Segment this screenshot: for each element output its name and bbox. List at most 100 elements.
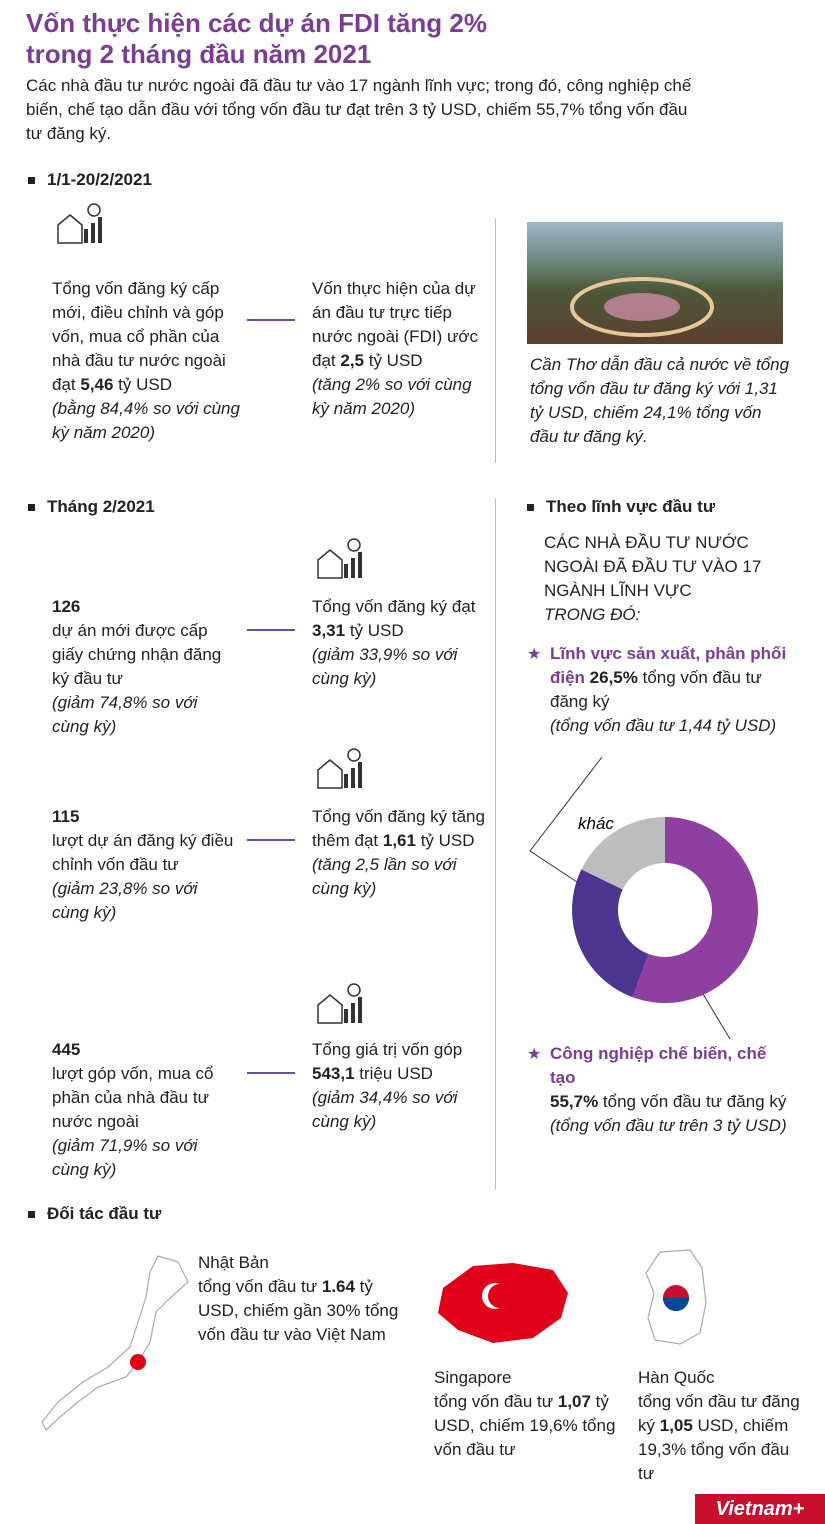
text-run: tỷ USD	[345, 621, 404, 640]
donut-chart: khác	[529, 756, 758, 1040]
text-block: tổng vốn đầu tư 1.64 tỷ USD, chiếm gần 3…	[198, 1275, 408, 1347]
text-run: (tổng vốn đầu tư 1,44 tỷ USD)	[550, 716, 777, 735]
caption: Cần Thơ dẫn đầu cả nước về tổng tổng vốn…	[530, 353, 790, 449]
divider	[495, 498, 496, 1190]
text-run: TRONG ĐÓ:	[544, 605, 641, 624]
paragraph: (giảm 34,4% so với cùng kỳ)	[312, 1086, 497, 1134]
connector	[247, 839, 295, 841]
slice-label: khác	[578, 814, 614, 833]
paragraph: lượt dự án đăng ký điều chỉnh vốn đầu tư	[52, 829, 237, 877]
text-run: 5,46	[80, 375, 114, 394]
paragraph: Cần Thơ dẫn đầu cả nước về tổng tổng vốn…	[530, 353, 790, 449]
leader-line	[699, 988, 731, 1040]
divider	[495, 218, 496, 463]
text-run: tổng vốn đầu tư đăng ký	[550, 668, 762, 711]
money-icon	[317, 748, 362, 789]
text-run: 1,07	[557, 1392, 591, 1411]
connector	[247, 319, 295, 321]
text-run: lượt góp vốn, mua cổ phần của nhà đầu tư…	[52, 1064, 214, 1131]
text-run: (tăng 2% so với cùng kỳ năm 2020)	[312, 375, 472, 418]
text-run: tỷ USD, chiếm gần 30% tổng vốn đầu tư và…	[198, 1277, 399, 1344]
text-run: Vốn thực hiện của dự án đầu tư trực tiếp…	[312, 279, 478, 370]
paragraph: dự án mới được cấp giấy chứng nhận đăng …	[52, 619, 237, 691]
text-run: tỷ USD	[415, 831, 475, 850]
paragraph: 126	[52, 595, 237, 619]
text-block: Tổng vốn đăng ký tăng thêm đạt 1,61 tỷ U…	[312, 805, 497, 901]
paragraph: (giảm 71,9% so với cùng kỳ)	[52, 1134, 237, 1182]
text-run: (tổng vốn đầu tư trên 3 tỷ USD)	[550, 1116, 787, 1135]
text-run: 55,7%	[550, 1092, 599, 1111]
intro: Các nhà đầu tư nước ngoài đã đầu tư vào …	[26, 76, 692, 143]
text-run: Tổng giá trị vốn góp	[312, 1040, 463, 1059]
text-run: (giảm 33,9% so với cùng kỳ)	[312, 645, 458, 688]
paragraph: (tăng 2,5 lần so với cùng kỳ)	[312, 853, 497, 901]
text-run: Lĩnh vực sản xuất, phân phối điện	[550, 644, 787, 687]
text-block: Tổng vốn đăng ký đạt 3,31 tỷ USD (giảm 33…	[312, 595, 497, 691]
text-run: 543,1	[312, 1064, 355, 1083]
text-block: Công nghiệp chế biến, chế tạo 55,7% tổng …	[550, 1042, 795, 1138]
text-block: 445 lượt góp vốn, mua cổ phần của nhà đầu…	[52, 1038, 237, 1182]
text-run: USD, chiếm 19,3% tổng vốn đầu tư	[638, 1416, 790, 1483]
text-run: tỷ USD, chiếm 19,6% tổng vốn đầu tư	[434, 1392, 616, 1459]
text-run: tổng vốn đầu tư đăng ký	[598, 1092, 787, 1111]
paragraph: tổng vốn đầu tư 1.64 tỷ USD, chiếm gần 3…	[198, 1275, 408, 1347]
photo	[527, 222, 783, 344]
text-block: 115 lượt dự án đăng ký điều chỉnh vốn đầu…	[52, 805, 237, 925]
korea-map	[645, 1249, 707, 1345]
section-heading: Tháng 2/2021	[28, 497, 155, 517]
text-run: 126	[52, 597, 81, 616]
text-block: 126 dự án mới được cấp giấy chứng nhận đă…	[52, 595, 237, 739]
text-run: Cần Thơ dẫn đầu cả nước về tổng tổng vốn…	[530, 355, 790, 446]
connector	[247, 1072, 295, 1074]
paragraph: Công nghiệp chế biến, chế tạo	[550, 1042, 795, 1090]
text-block: Vốn thực hiện của dự án đầu tư trực tiếp…	[312, 277, 492, 421]
paragraph: Vốn thực hiện của dự án đầu tư trực tiếp…	[312, 277, 492, 373]
title-line: trong 2 tháng đầu năm 2021	[26, 39, 372, 69]
text-run: (giảm 34,4% so với cùng kỳ)	[312, 1088, 458, 1131]
text-block: Tổng giá trị vốn góp 543,1 triệu USD (giả…	[312, 1038, 497, 1134]
partner: Nhật Bản tổng vốn đầu tư 1.64 tỷ USD, ch…	[198, 1251, 408, 1347]
paragraph: Tổng giá trị vốn góp 543,1 triệu USD	[312, 1038, 497, 1086]
partner: Singapore tổng vốn đầu tư 1,07 tỷ USD, c…	[434, 1366, 624, 1462]
star: ★	[527, 646, 542, 663]
text-run: (giảm 74,8% so với cùng kỳ)	[52, 693, 198, 736]
text-run: (giảm 71,9% so với cùng kỳ)	[52, 1136, 198, 1179]
text-block: Lĩnh vực sản xuất, phân phối điện 26,5% …	[550, 642, 795, 738]
paragraph: tổng vốn đầu tư đăng ký 1,05 USD, chiếm …	[638, 1390, 808, 1486]
icon	[312, 538, 364, 587]
paragraph: Lĩnh vực sản xuất, phân phối điện 26,5% …	[550, 642, 795, 714]
text-run: lượt dự án đăng ký điều chỉnh vốn đầu tư	[52, 831, 234, 874]
text-run: (tăng 2,5 lần so với cùng kỳ)	[312, 855, 457, 898]
donut-slice	[632, 817, 758, 1003]
partner: Hàn Quốc tổng vốn đầu tư đăng ký 1,05 US…	[638, 1366, 808, 1486]
text-run: 1,05	[659, 1416, 693, 1435]
section-heading: 1/1-20/2/2021	[28, 170, 152, 190]
paragraph: tổng vốn đầu tư 1,07 tỷ USD, chiếm 19,6%…	[434, 1390, 624, 1462]
text-run: 1,61	[382, 831, 416, 850]
japan-map	[41, 1255, 189, 1431]
text-run: (giảm 23,8% so với cùng kỳ)	[52, 879, 198, 922]
text-run: CÁC NHÀ ĐẦU TƯ NƯỚC NGOÀI ĐÃ ĐẦU TƯ VÀO …	[544, 533, 762, 600]
paragraph: lượt góp vốn, mua cổ phần của nhà đầu tư…	[52, 1062, 237, 1134]
text-run: 26,5%	[584, 668, 638, 687]
text-block: tổng vốn đầu tư 1,07 tỷ USD, chiếm 19,6%…	[434, 1390, 624, 1462]
donut-slice	[581, 817, 665, 890]
icon	[312, 748, 364, 797]
text-run: triệu USD	[354, 1064, 433, 1083]
paragraph: Tổng vốn đăng ký cấp mới, điều chỉnh và …	[52, 277, 244, 397]
text-run: (bằng 84,4% so với cùng kỳ năm 2020)	[52, 399, 240, 442]
text-block: CÁC NHÀ ĐẦU TƯ NƯỚC NGOÀI ĐÃ ĐẦU TƯ VÀO …	[544, 531, 784, 627]
paragraph: (bằng 84,4% so với cùng kỳ năm 2020)	[52, 397, 244, 445]
paragraph: (tổng vốn đầu tư 1,44 tỷ USD)	[550, 714, 795, 738]
paragraph: Tổng vốn đăng ký tăng thêm đạt 1,61 tỷ U…	[312, 805, 497, 853]
singapore-map	[438, 1263, 568, 1343]
paragraph: 55,7% tổng vốn đầu tư đăng ký	[550, 1090, 795, 1114]
text-run: 115	[52, 807, 80, 826]
partner-name: Singapore	[434, 1368, 512, 1387]
text-run: tổng vốn đầu tư đăng ký	[638, 1392, 800, 1435]
icon	[52, 203, 104, 252]
partner-name: Nhật Bản	[198, 1253, 269, 1272]
text-run: tỷ USD	[113, 375, 173, 394]
money-icon	[57, 203, 102, 244]
